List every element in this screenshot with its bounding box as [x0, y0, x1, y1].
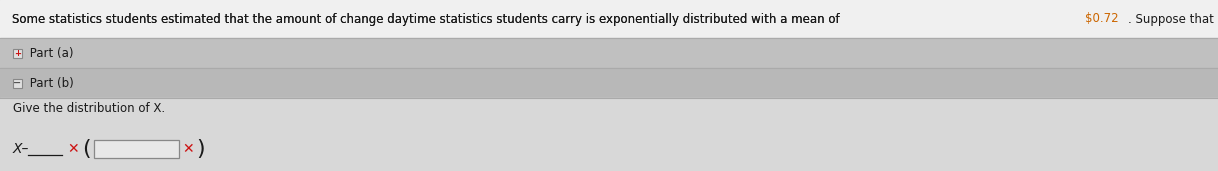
Text: (: ( [82, 139, 90, 159]
Text: ✕: ✕ [67, 142, 79, 156]
Text: Part (b): Part (b) [26, 76, 74, 89]
Text: Some statistics students estimated that the amount of change daytime statistics : Some statistics students estimated that … [12, 12, 843, 25]
Text: ✕: ✕ [181, 142, 194, 156]
Text: Some statistics students estimated that the amount of change daytime statistics : Some statistics students estimated that … [12, 12, 843, 25]
Bar [13, 49, 22, 57]
Bar [0, 38, 1218, 68]
Text: X–: X– [13, 142, 29, 156]
Bar [0, 0, 1218, 38]
Text: $0.72: $0.72 [1085, 12, 1118, 25]
Text: +: + [13, 49, 21, 57]
Text: ): ) [196, 139, 205, 159]
Bar [0, 68, 1218, 98]
Text: Part (a): Part (a) [26, 47, 73, 60]
Bar [94, 140, 179, 158]
Bar [13, 78, 22, 88]
Bar [0, 98, 1218, 171]
Text: . Suppose that we randomly pick 25 daytime statistics students.: . Suppose that we randomly pick 25 dayti… [1128, 12, 1218, 25]
Text: −: − [13, 78, 22, 88]
Text: Give the distribution of Χ.: Give the distribution of Χ. [13, 102, 166, 115]
